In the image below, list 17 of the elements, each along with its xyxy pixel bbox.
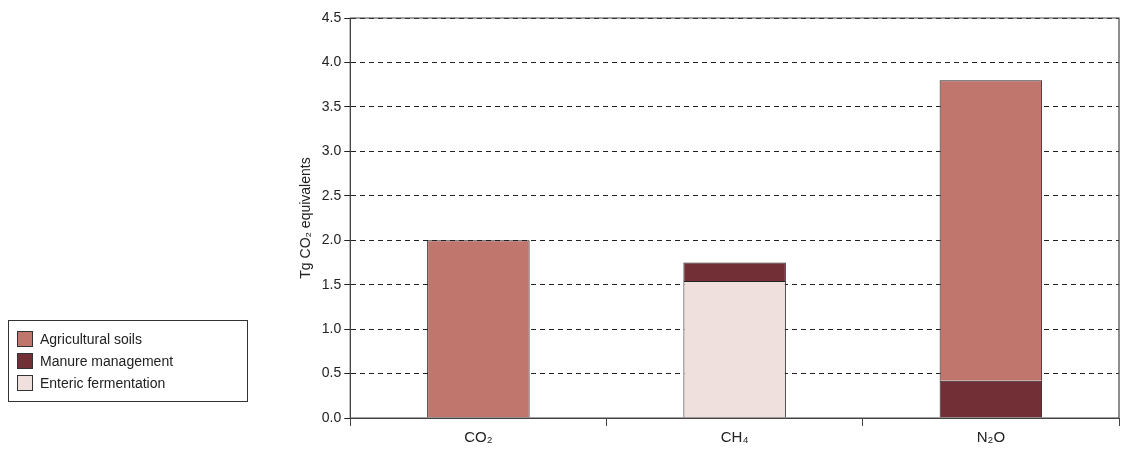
y-tick-label: 3.5 [321,97,342,114]
y-tick-label: 2.0 [321,231,342,248]
y-tick-label: 4.5 [321,8,342,25]
legend-label: Manure management [40,353,174,369]
y-axis-title: Tg CO₂ equivalents [297,157,314,279]
y-tick-label: 3.0 [321,142,342,159]
x-tick-label: CO₂ [464,428,493,446]
y-tick-label: 2.5 [321,186,342,203]
legend-label: Agricultural soils [40,331,142,347]
y-tick-label: 0.0 [321,408,342,425]
y-tick-label: 1.0 [321,319,342,336]
y-tick-label: 1.5 [321,275,342,292]
x-tick-label: N₂O [976,428,1006,446]
legend-label: Enteric fermentation [40,375,166,391]
y-tick-label: 0.5 [321,364,342,381]
x-tick-label: CH₄ [720,428,749,446]
y-tick-label: 4.0 [321,53,342,70]
